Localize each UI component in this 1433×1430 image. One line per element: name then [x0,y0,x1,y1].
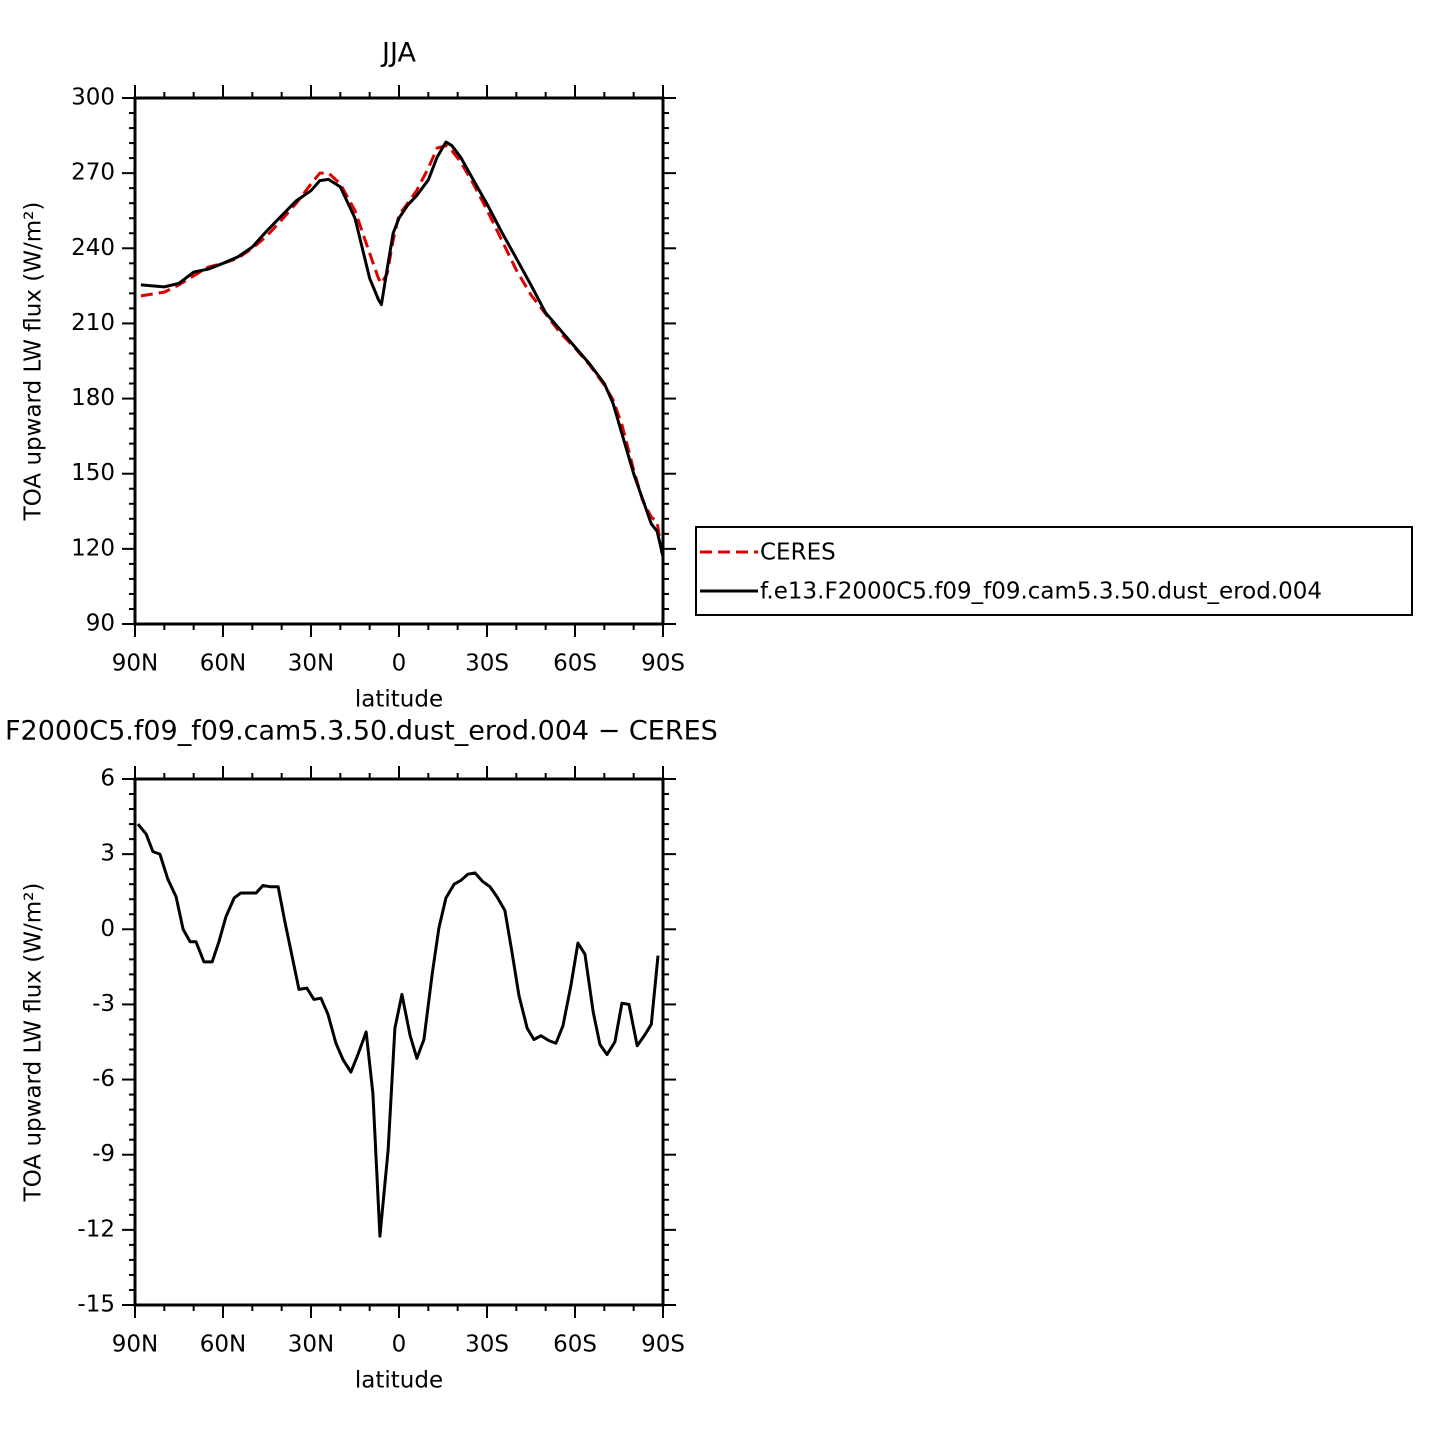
data-line [140,144,665,561]
x-tick-label: 0 [392,651,407,677]
plot-frame [133,777,665,1307]
x-tick-label: 90S [641,1332,685,1358]
y-tick-label: 90 [86,611,115,637]
plot-frame [133,96,665,626]
x-tick-label: 90N [112,651,158,677]
x-tick-label: 60N [200,1332,246,1358]
chart-title: JJA [380,38,416,69]
y-tick-label: 6 [100,766,115,792]
data-line [136,823,660,1238]
legend-box [695,526,1413,616]
x-tick-label: 30N [288,651,334,677]
legend: CERES f.e13.F2000C5.f09_f09.cam5.3.50.dus… [695,526,1413,616]
x-tick-label: 30S [465,1332,509,1358]
x-tick-label: 90S [641,651,685,677]
x-tick-label: 90N [112,1332,158,1358]
x-tick-label: 60N [200,651,246,677]
x-axis-label: latitude [355,687,443,713]
y-tick-label: 0 [100,916,115,942]
legend-label: CERES [760,540,836,566]
y-tick-label: -6 [92,1066,115,1092]
y-tick-label: -12 [77,1216,115,1242]
legend-label: f.e13.F2000C5.f09_f09.cam5.3.50.dust_ero… [760,579,1322,605]
y-tick-label: 3 [100,841,115,867]
y-tick-label: -9 [92,1141,115,1167]
y-tick-label: 180 [71,385,115,411]
y-tick-label: 120 [71,535,115,561]
x-tick-label: 0 [392,1332,407,1358]
x-tick-label: 60S [553,1332,597,1358]
y-tick-label: 270 [71,160,115,186]
x-tick-label: 30N [288,1332,334,1358]
data-line [140,140,665,557]
chart-title: F2000C5.f09_f09.cam5.3.50.dust_erod.004 … [5,716,718,747]
x-axis-label: latitude [355,1368,443,1394]
y-tick-label: -3 [92,991,115,1017]
x-tick-label: 60S [553,651,597,677]
y-axis-label: TOA upward LW flux (W/m²) [21,202,47,522]
y-tick-label: 210 [71,310,115,336]
y-tick-label: -15 [77,1292,115,1318]
y-tick-label: 150 [71,460,115,486]
y-axis-label: TOA upward LW flux (W/m²) [21,883,47,1203]
y-tick-label: 300 [71,85,115,111]
y-tick-label: 240 [71,235,115,261]
x-tick-label: 30S [465,651,509,677]
